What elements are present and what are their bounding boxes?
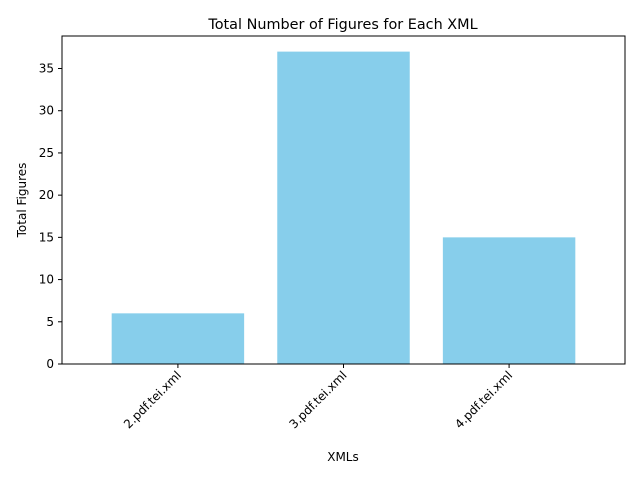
y-tick-label: 25 [39,146,54,160]
y-tick-label: 20 [39,188,54,202]
x-tick-label: 4.pdf.tei.xml [452,368,515,431]
y-tick-label: 35 [39,62,54,76]
y-axis-label: Total Figures [15,163,29,239]
y-axis: 0 5 10 15 20 25 30 35 [39,62,62,371]
bar-2.pdf.tei.xml [111,313,245,364]
y-tick-label: 5 [46,315,54,329]
x-axis: 2.pdf.tei.xml 3.pdf.tei.xml 4.pdf.tei.xml [121,364,515,431]
y-tick-label: 30 [39,104,54,118]
x-axis-label: XMLs [327,450,359,464]
x-tick-label: 2.pdf.tei.xml [121,368,184,431]
y-tick-label: 15 [39,230,54,244]
bar-3.pdf.tei.xml [277,51,410,364]
bars-layer [111,51,576,364]
chart-title: Total Number of Figures for Each XML [207,17,477,33]
y-tick-label: 10 [39,273,54,287]
x-tick-label: 3.pdf.tei.xml [287,368,350,431]
bar-4.pdf.tei.xml [442,237,576,364]
y-tick-label: 0 [46,357,54,371]
